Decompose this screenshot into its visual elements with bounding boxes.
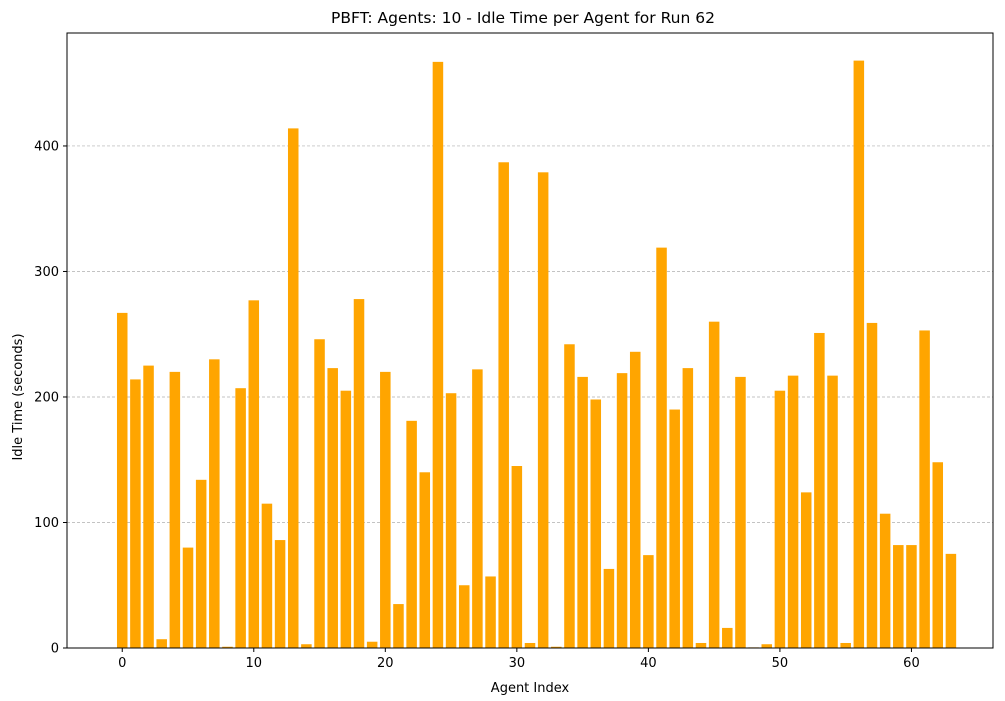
- bar: [498, 162, 509, 648]
- x-tick-label: 60: [903, 656, 920, 671]
- bar: [287, 128, 299, 648]
- y-tick-label: 100: [34, 516, 59, 531]
- bar: [445, 393, 457, 648]
- bar: [551, 646, 562, 648]
- y-axis: 0 100 200 300 400: [34, 139, 67, 657]
- bar: [327, 368, 338, 648]
- bar: [800, 492, 812, 648]
- bar: [314, 339, 325, 648]
- bar: [656, 247, 667, 649]
- bar: [564, 344, 575, 648]
- bar: [301, 644, 312, 648]
- bar: [209, 359, 220, 648]
- y-tick-label: 300: [34, 265, 59, 280]
- bar: [274, 540, 286, 648]
- x-axis-label: Agent Index: [491, 681, 570, 696]
- bar: [195, 479, 207, 648]
- x-tick-label: 10: [246, 656, 263, 671]
- bar: [222, 646, 233, 648]
- bar: [722, 627, 733, 648]
- bar: [735, 376, 746, 648]
- x-tick-label: 0: [118, 656, 126, 671]
- bar: [945, 553, 957, 648]
- bar: [695, 642, 707, 648]
- plot-area-frame: [66, 32, 994, 649]
- y-tick-label: 0: [51, 642, 59, 657]
- chart-title: PBFT: Agents: 10 - Idle Time per Agent f…: [331, 9, 715, 27]
- bar: [169, 371, 181, 648]
- bar: [366, 641, 378, 648]
- bar: [669, 409, 680, 648]
- bar: [235, 388, 246, 648]
- bar: [603, 568, 615, 648]
- bar: [932, 462, 944, 648]
- x-tick-label: 30: [509, 656, 526, 671]
- bar: [143, 365, 154, 648]
- bar: [629, 351, 641, 648]
- bar: [182, 547, 194, 648]
- x-tick-label: 20: [377, 656, 394, 671]
- bar: [893, 545, 904, 648]
- bar: [458, 585, 470, 648]
- x-tick-label: 50: [772, 656, 789, 671]
- bar: [827, 375, 838, 648]
- bar: [682, 368, 694, 648]
- bar: [248, 300, 260, 648]
- bar: [380, 371, 391, 648]
- y-tick-label: 200: [34, 390, 59, 405]
- bar: [840, 642, 851, 648]
- bar: [643, 555, 654, 648]
- bar: [340, 390, 352, 648]
- bar: [814, 332, 825, 648]
- bar: [590, 399, 602, 648]
- bar: [524, 642, 536, 648]
- bar: [879, 513, 891, 648]
- bar: [866, 322, 878, 648]
- bar: [577, 376, 588, 648]
- bars: [116, 60, 957, 649]
- y-tick-label: 400: [34, 139, 59, 154]
- bar: [393, 604, 404, 648]
- bar: [906, 545, 917, 648]
- bar: [130, 379, 141, 648]
- bar: [353, 299, 365, 648]
- bar: [511, 466, 523, 648]
- bar: [761, 644, 773, 648]
- bar: [116, 312, 128, 648]
- bar: [485, 576, 496, 648]
- bar: [787, 375, 799, 648]
- x-tick-label: 40: [640, 656, 657, 671]
- bar: [537, 172, 549, 648]
- bar: [406, 420, 417, 648]
- bar: [616, 373, 628, 648]
- bar: [472, 369, 483, 648]
- bar: [156, 639, 167, 648]
- bar: [432, 61, 444, 648]
- bar: [261, 503, 273, 648]
- bar: [419, 472, 431, 648]
- y-axis-label: Idle Time (seconds): [11, 333, 26, 460]
- x-axis: 0 10 20 30 40 50 60: [118, 648, 920, 671]
- bar: [774, 390, 786, 648]
- bar: [708, 321, 720, 648]
- bar: [919, 330, 930, 648]
- bar: [853, 60, 865, 648]
